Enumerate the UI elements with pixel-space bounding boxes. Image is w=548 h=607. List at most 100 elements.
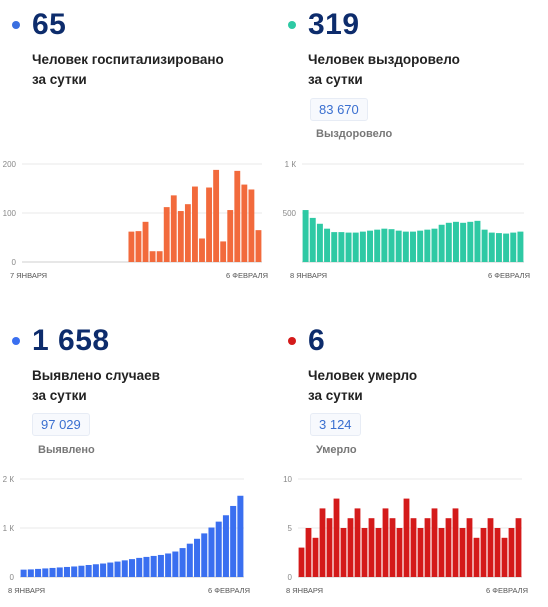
panel-recovered: 319 Человек выздоровело за сутки 83 670 … xyxy=(274,0,548,302)
bar xyxy=(143,556,150,577)
bar xyxy=(333,498,340,577)
bar xyxy=(508,528,515,577)
bar xyxy=(324,228,331,262)
bar xyxy=(215,521,222,577)
cases-label-line1: Выявлено случаев xyxy=(32,368,160,383)
bar xyxy=(20,569,27,577)
bar xyxy=(298,547,305,577)
bar xyxy=(466,518,473,577)
deaths-chart: 0 5 10 8 ЯНВАРЯ 6 ФЕВРАЛЯ xyxy=(283,475,528,595)
bar xyxy=(431,228,438,262)
bar xyxy=(326,518,333,577)
bar xyxy=(192,186,198,262)
recovered-total-label: Выздоровело xyxy=(316,128,393,140)
cases-total-value: 97 029 xyxy=(32,413,90,436)
bar xyxy=(128,559,136,577)
cases-count: 1 658 xyxy=(32,324,110,357)
bar xyxy=(467,221,474,262)
bar xyxy=(354,508,361,577)
bar xyxy=(78,565,85,577)
bar xyxy=(352,232,359,262)
x-end-label: 6 ФЕВРАЛЯ xyxy=(208,586,250,595)
bar xyxy=(172,551,179,577)
dot-icon xyxy=(12,21,20,29)
hospitalized-label-line2: за сутки xyxy=(32,72,87,87)
x-start-label: 8 ЯНВАРЯ xyxy=(286,586,323,595)
y-tick-label: 1 К xyxy=(3,524,15,533)
bar xyxy=(27,569,34,577)
bar xyxy=(445,222,452,262)
recovered-count: 319 xyxy=(308,8,360,41)
bar xyxy=(438,224,445,262)
y-tick-label: 200 xyxy=(3,160,17,169)
bar xyxy=(480,528,487,577)
hospitalized-chart: 0 100 200 7 ЯНВАРЯ 6 ФЕВРАЛЯ xyxy=(3,160,268,280)
bar xyxy=(452,508,459,577)
y-tick-label: 0 xyxy=(288,573,293,582)
bar xyxy=(186,543,193,577)
bar xyxy=(340,528,347,577)
bar xyxy=(410,518,417,577)
bar xyxy=(184,204,191,262)
dot-icon xyxy=(288,21,296,29)
hospitalized-count: 65 xyxy=(32,8,67,41)
y-tick-label: 500 xyxy=(283,209,297,218)
bar xyxy=(220,241,227,262)
deaths-total-label: Умерло xyxy=(316,444,357,456)
x-start-label: 7 ЯНВАРЯ xyxy=(10,271,47,280)
bar xyxy=(361,528,368,577)
y-tick-label: 2 К xyxy=(3,475,15,484)
cases-total-label: Выявлено xyxy=(38,444,95,456)
bar xyxy=(63,566,70,577)
bar xyxy=(142,221,149,262)
bar xyxy=(241,184,248,262)
bar xyxy=(135,231,142,262)
bar xyxy=(213,169,220,262)
y-tick-label: 100 xyxy=(3,209,17,218)
bar xyxy=(375,528,382,577)
bar xyxy=(331,232,338,262)
bar xyxy=(85,564,92,577)
bar xyxy=(494,528,501,577)
bar xyxy=(517,231,524,262)
dot-icon xyxy=(12,337,20,345)
bar xyxy=(389,518,396,577)
cases-chart: 0 1 К 2 К 8 ЯНВАРЯ 6 ФЕВРАЛЯ xyxy=(3,475,250,595)
y-tick-label: 5 xyxy=(288,524,293,533)
panel-cases: 1 658 Выявлено случаев за сутки 97 029 В… xyxy=(0,305,274,607)
bar xyxy=(474,220,481,262)
bar xyxy=(194,538,201,577)
hospitalized-label-line1: Человек госпитализировано xyxy=(32,52,224,67)
bar xyxy=(319,508,326,577)
bar xyxy=(368,518,375,577)
bar xyxy=(417,528,424,577)
panel-hospitalized: 65 Человек госпитализировано за сутки 0 1… xyxy=(0,0,274,302)
bar xyxy=(338,232,345,262)
bar xyxy=(201,533,208,577)
cases-label-line2: за сутки xyxy=(32,388,87,403)
panel-deaths: 6 Человек умерло за сутки 3 124 Умерло 0… xyxy=(274,305,548,607)
y-tick-label: 0 xyxy=(10,573,15,582)
bar xyxy=(417,230,424,262)
bar xyxy=(459,528,466,577)
bar xyxy=(49,567,56,577)
bar xyxy=(374,229,381,262)
bar xyxy=(222,515,229,577)
y-tick-label: 1 К xyxy=(285,160,297,169)
recovered-label-line2: за сутки xyxy=(308,72,363,87)
bar xyxy=(381,228,388,262)
deaths-label-line1: Человек умерло xyxy=(308,368,418,383)
bar xyxy=(255,230,262,262)
recovered-label-line1: Человек выздоровело xyxy=(308,52,460,67)
bar xyxy=(227,210,234,262)
recovered-chart: 500 1 К 8 ЯНВАРЯ 6 ФЕВРАЛЯ xyxy=(283,160,530,280)
bar xyxy=(149,251,156,262)
bar xyxy=(237,495,244,577)
bar xyxy=(230,505,237,577)
bar xyxy=(100,563,107,577)
bar xyxy=(163,207,170,262)
bar xyxy=(309,217,316,262)
bar xyxy=(150,555,157,577)
bar xyxy=(199,238,205,262)
bar xyxy=(452,221,459,262)
